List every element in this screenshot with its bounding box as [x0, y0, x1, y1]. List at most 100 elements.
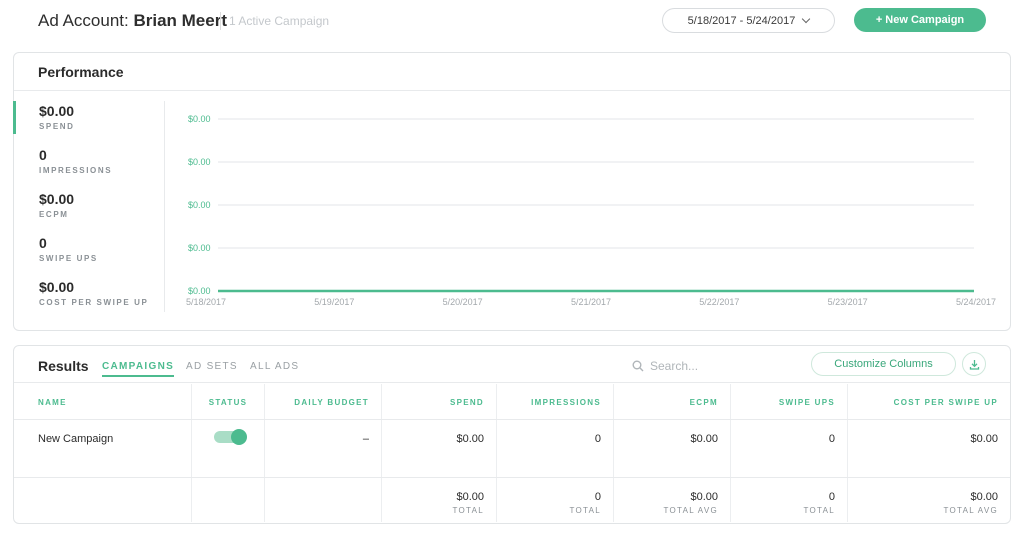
swipe-ups-value: 0: [731, 420, 848, 456]
spacer-cell: [614, 456, 731, 477]
total-value: 0: [594, 491, 601, 503]
metric-ecpm[interactable]: $0.00 ECPM: [14, 189, 164, 233]
active-campaign-count: 1 Active Campaign: [229, 14, 330, 28]
page-header: Ad Account: Brian Meert 1 Active Campaig…: [0, 0, 1024, 44]
total-value: $0.00: [690, 491, 718, 503]
spacer-cell: [731, 456, 848, 477]
spacer-cell: [192, 456, 265, 477]
metric-impressions[interactable]: 0 IMPRESSIONS: [14, 145, 164, 189]
metric-value: $0.00: [39, 191, 75, 207]
results-card: Results CAMPAIGNS AD SETS ALL ADS Custom…: [13, 345, 1011, 524]
total-label: TOTAL AVG: [663, 506, 718, 515]
totals-row: $0.00 TOTAL 0 TOTAL $0.00 TOTAL AVG 0 TO…: [14, 478, 1010, 522]
col-daily-budget[interactable]: DAILY BUDGET: [265, 384, 382, 419]
tab-all-ads[interactable]: ALL ADS: [250, 361, 300, 372]
search-icon: [632, 360, 644, 372]
metric-value: $0.00: [39, 103, 75, 119]
spacer-cell: [14, 456, 192, 477]
total-label: TOTAL: [569, 506, 601, 515]
spacer-cell: [382, 456, 497, 477]
totals-empty: [265, 478, 382, 522]
total-value: 0: [828, 491, 835, 503]
title-divider: [220, 12, 221, 30]
col-impressions[interactable]: IMPRESSIONS: [497, 384, 614, 419]
impressions-value: 0: [497, 420, 614, 456]
account-name: Brian Meert: [133, 11, 227, 30]
x-tick-label: 5/24/2017: [956, 297, 996, 307]
tab-ad-sets[interactable]: AD SETS: [186, 361, 238, 372]
metric-value: 0: [39, 147, 47, 163]
total-ecpm: $0.00 TOTAL AVG: [614, 478, 731, 522]
spacer-cell: [265, 456, 382, 477]
table-row[interactable]: New Campaign – $0.00 0 $0.00 0 $0.00: [14, 420, 1010, 456]
toggle-knob: [231, 429, 247, 445]
metric-label: IMPRESSIONS: [39, 166, 113, 175]
y-tick-label: $0.00: [188, 286, 211, 296]
tab-campaigns[interactable]: CAMPAIGNS: [102, 361, 175, 377]
total-value: $0.00: [970, 491, 998, 503]
download-icon: [969, 359, 979, 370]
metric-label: COST PER SWIPE UP: [39, 298, 149, 307]
col-swipe-ups[interactable]: SWIPE UPS: [731, 384, 848, 419]
col-status[interactable]: STATUS: [192, 384, 265, 419]
campaign-name[interactable]: New Campaign: [14, 420, 192, 456]
metric-list: $0.00 SPEND 0 IMPRESSIONS $0.00 ECPM 0 S…: [13, 101, 165, 312]
metric-label: SWIPE UPS: [39, 254, 98, 263]
x-tick-label: 5/23/2017: [828, 297, 868, 307]
col-ecpm[interactable]: ECPM: [614, 384, 731, 419]
totals-empty: [14, 478, 192, 522]
status-toggle[interactable]: [214, 429, 247, 445]
metric-label: SPEND: [39, 122, 75, 131]
x-tick-label: 5/19/2017: [314, 297, 354, 307]
new-campaign-button[interactable]: + New Campaign: [854, 8, 986, 32]
x-tick-label: 5/20/2017: [443, 297, 483, 307]
spacer-cell: [848, 456, 1010, 477]
total-label: TOTAL: [803, 506, 835, 515]
daily-budget-value[interactable]: –: [265, 420, 382, 456]
search-input[interactable]: [650, 356, 800, 376]
download-button[interactable]: [962, 352, 986, 376]
y-tick-label: $0.00: [188, 114, 211, 124]
col-cost-per-swipe-up[interactable]: COST PER SWIPE UP: [893, 398, 998, 407]
metric-cost-per-swipe-up[interactable]: $0.00 COST PER SWIPE UP: [14, 277, 164, 321]
results-title: Results: [38, 358, 89, 374]
performance-card: Performance $0.00 SPEND 0 IMPRESSIONS $0…: [13, 52, 1011, 331]
performance-title: Performance: [14, 53, 1010, 91]
x-tick-label: 5/21/2017: [571, 297, 611, 307]
total-label: TOTAL AVG: [943, 506, 998, 515]
cost-per-swipe-up-value: $0.00: [970, 433, 998, 445]
metric-value: $0.00: [39, 279, 75, 295]
x-tick-label: 5/18/2017: [186, 297, 226, 307]
col-name[interactable]: NAME: [14, 384, 192, 419]
customize-columns-button[interactable]: Customize Columns: [811, 352, 956, 376]
metric-label: ECPM: [39, 210, 69, 219]
total-impressions: 0 TOTAL: [497, 478, 614, 522]
date-range-label: 5/18/2017 - 5/24/2017: [687, 14, 796, 27]
total-cost-per-swipe-up: $0.00 TOTAL AVG: [848, 478, 1010, 522]
total-value: $0.00: [456, 491, 484, 503]
status-cell: [192, 420, 265, 456]
total-label: TOTAL: [452, 506, 484, 515]
total-swipe-ups: 0 TOTAL: [731, 478, 848, 522]
date-range-picker[interactable]: 5/18/2017 - 5/24/2017: [662, 8, 835, 33]
spacer-cell: [497, 456, 614, 477]
title-prefix: Ad Account:: [38, 11, 129, 30]
results-header: Results CAMPAIGNS AD SETS ALL ADS Custom…: [14, 346, 1010, 383]
metric-spend[interactable]: $0.00 SPEND: [13, 101, 164, 145]
table-header-row: NAME STATUS DAILY BUDGET SPEND IMPRESSIO…: [14, 384, 1010, 420]
spend-value: $0.00: [382, 420, 497, 456]
ecpm-value: $0.00: [614, 420, 731, 456]
performance-chart: $0.00$0.00$0.00$0.00$0.005/18/2017 5/19/2…: [186, 114, 996, 307]
y-tick-label: $0.00: [188, 243, 211, 253]
totals-empty: [192, 478, 265, 522]
row-spacer: [14, 456, 1010, 478]
page-title: Ad Account: Brian Meert: [38, 11, 227, 31]
metric-value: 0: [39, 235, 47, 251]
col-spend[interactable]: SPEND: [382, 384, 497, 419]
chevron-down-icon: [802, 14, 811, 24]
total-spend: $0.00 TOTAL: [382, 478, 497, 522]
y-tick-label: $0.00: [188, 200, 211, 210]
metric-swipe-ups[interactable]: 0 SWIPE UPS: [14, 233, 164, 277]
x-tick-label: 5/22/2017: [699, 297, 739, 307]
results-table: NAME STATUS DAILY BUDGET SPEND IMPRESSIO…: [14, 384, 1010, 522]
